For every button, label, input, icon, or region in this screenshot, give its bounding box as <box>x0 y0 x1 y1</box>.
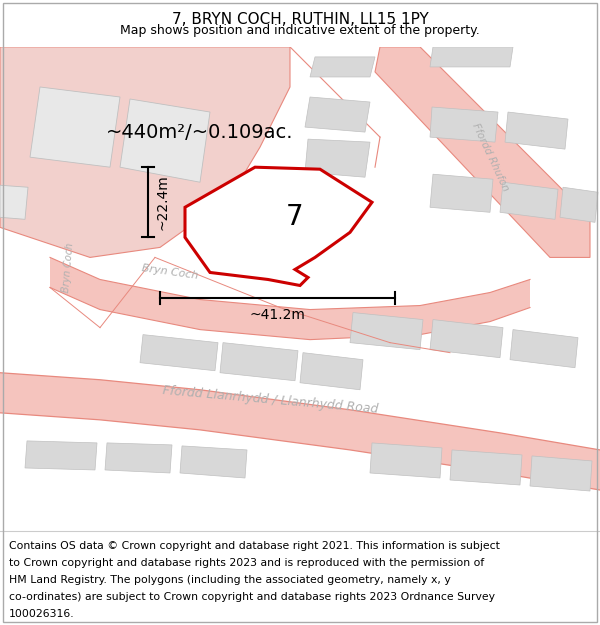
Polygon shape <box>375 47 590 258</box>
Polygon shape <box>430 174 493 213</box>
Polygon shape <box>350 312 423 349</box>
Polygon shape <box>450 450 522 485</box>
Text: 7: 7 <box>286 203 304 231</box>
Text: ~440m²/~0.109ac.: ~440m²/~0.109ac. <box>106 122 294 142</box>
Text: Bryn Coch: Bryn Coch <box>141 264 199 281</box>
Polygon shape <box>530 456 592 491</box>
Polygon shape <box>220 342 298 381</box>
Polygon shape <box>305 97 370 132</box>
Text: Bryn Coch: Bryn Coch <box>61 242 75 292</box>
Text: Ffordd Llanrhydd / Llanrhydd Road: Ffordd Llanrhydd / Llanrhydd Road <box>161 384 379 416</box>
Polygon shape <box>105 443 172 473</box>
Polygon shape <box>500 182 558 219</box>
Polygon shape <box>50 258 530 339</box>
Polygon shape <box>510 329 578 367</box>
Polygon shape <box>185 167 372 286</box>
Text: HM Land Registry. The polygons (including the associated geometry, namely x, y: HM Land Registry. The polygons (includin… <box>9 574 451 584</box>
Text: to Crown copyright and database rights 2023 and is reproduced with the permissio: to Crown copyright and database rights 2… <box>9 558 484 568</box>
Polygon shape <box>300 352 363 390</box>
Polygon shape <box>310 57 375 77</box>
Polygon shape <box>25 441 97 470</box>
Polygon shape <box>0 47 290 258</box>
Text: ~41.2m: ~41.2m <box>250 308 305 321</box>
Polygon shape <box>30 87 120 167</box>
Polygon shape <box>305 139 370 177</box>
Polygon shape <box>0 185 28 219</box>
Text: co-ordinates) are subject to Crown copyright and database rights 2023 Ordnance S: co-ordinates) are subject to Crown copyr… <box>9 592 495 602</box>
Text: 7, BRYN COCH, RUTHIN, LL15 1PY: 7, BRYN COCH, RUTHIN, LL15 1PY <box>172 12 428 27</box>
Polygon shape <box>430 319 503 357</box>
Polygon shape <box>370 443 442 478</box>
Text: Contains OS data © Crown copyright and database right 2021. This information is : Contains OS data © Crown copyright and d… <box>9 541 500 551</box>
Polygon shape <box>0 372 600 490</box>
Polygon shape <box>430 47 513 67</box>
Polygon shape <box>140 334 218 371</box>
Polygon shape <box>560 188 598 222</box>
Polygon shape <box>180 446 247 478</box>
Polygon shape <box>120 99 210 182</box>
Polygon shape <box>505 112 568 149</box>
Text: ~22.4m: ~22.4m <box>156 174 170 230</box>
Text: 100026316.: 100026316. <box>9 609 74 619</box>
Text: Ffordd Rhufon: Ffordd Rhufon <box>470 122 510 192</box>
Polygon shape <box>430 107 498 142</box>
Text: Map shows position and indicative extent of the property.: Map shows position and indicative extent… <box>120 24 480 36</box>
